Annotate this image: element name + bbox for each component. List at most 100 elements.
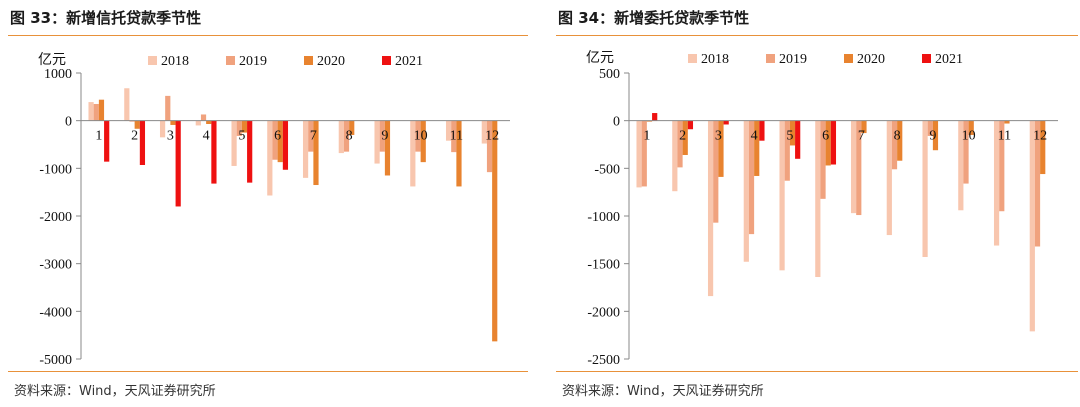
x-tick-label: 6 [274,129,281,144]
bar-2018-12 [1029,120,1035,332]
bar-2018-10 [958,120,964,211]
x-tick-label: 11 [998,129,1011,144]
bar-2020-11 [1004,120,1010,124]
title-divider [8,35,528,36]
legend-swatch-2021 [922,54,931,63]
y-tick-label: 0 [613,115,620,130]
bar-2018-8 [886,120,892,236]
source-note: 资料来源：Wind，天风证券研究所 [14,384,216,399]
bar-2020-11 [456,120,462,187]
bar-2018-11 [445,120,452,141]
bar-2018-3 [707,120,714,297]
bar-2018-1 [636,120,642,188]
x-tick-label: 8 [894,129,901,144]
bar-2021-4 [211,120,217,184]
bar-2019-6 [820,120,826,199]
bar-2020-7 [313,120,319,186]
bar-2020-10 [420,120,426,163]
bar-2021-4 [759,120,765,141]
bar-2019-11 [999,120,1005,212]
bar-2021-6 [282,120,289,170]
bar-2020-5 [789,120,796,146]
bar-2019-3 [165,95,171,121]
x-tick-label: 6 [822,129,829,144]
bar-2019-5 [784,120,790,181]
bar-2020-5 [241,120,248,133]
bar-2018-5 [231,120,237,166]
source-divider [556,371,1078,372]
bar-2019-12 [486,120,493,173]
bar-2021-1 [104,120,110,162]
bar-2018-7 [850,120,857,214]
bar-2018-11 [993,120,1000,246]
bar-2018-9 [374,120,380,164]
bar-2020-8 [897,120,903,161]
x-tick-label: 9 [381,129,388,144]
bar-2021-2 [687,120,694,130]
legend-label-2020: 2020 [317,54,345,69]
legend-swatch-2019 [766,54,775,63]
x-tick-label: 11 [450,129,463,144]
bar-2018-4 [743,120,749,262]
y-tick-label: -500 [594,162,620,177]
x-tick-label: 12 [1033,129,1047,144]
x-tick-label: 9 [929,129,936,144]
bar-2019-10 [963,120,969,184]
bar-2018-2 [672,120,678,192]
bar-2019-4 [200,114,207,121]
legend-label-2020: 2020 [857,52,885,67]
bar-2020-12 [492,120,498,342]
bar-2019-8 [891,120,898,170]
bar-2020-4 [206,120,212,125]
bar-2021-3 [175,120,181,207]
bar-2019-2 [677,120,683,168]
bar-2020-3 [718,120,724,177]
chart-title: 图 34：新增委托贷款季节性 [558,9,750,27]
bar-2020-9 [932,120,939,151]
x-tick-label: 2 [131,129,138,144]
bar-2018-6 [267,120,273,196]
bar-2021-2 [139,120,146,165]
legend-label-2021: 2021 [395,54,423,69]
bar-2019-10 [415,120,421,152]
source-note: 资料来源：Wind，天风证券研究所 [562,384,764,399]
legend-swatch-2020 [304,56,313,65]
bar-2018-4 [195,120,201,126]
legend-swatch-2019 [226,56,235,65]
figure-33-panel: 图 33：新增信托贷款季节性 亿元 1000 0 -1000 -2000 -3000 -40… [0,0,530,407]
bar-2018-5 [779,120,785,271]
x-tick-label: 7 [310,129,317,144]
y-tick-label: -4000 [39,305,72,320]
bar-2018-1 [88,102,94,121]
title-divider [556,35,1078,36]
bar-2019-6 [272,120,278,160]
y-tick-label: -3000 [39,258,72,273]
x-tick-label: 7 [858,129,865,144]
bar-2020-7 [861,120,867,134]
bar-2021-1 [652,113,658,121]
y-tick-label: -2000 [587,305,620,320]
bar-2020-3 [170,120,176,125]
x-tick-label: 1 [95,129,102,144]
y-tick-label: -1500 [587,258,620,273]
x-tick-label: 2 [679,129,686,144]
chart-title: 图 33：新增信托贷款季节性 [10,9,202,27]
bar-2018-12 [481,120,487,144]
x-tick-label: 10 [414,129,428,144]
bar-2018-10 [410,120,416,187]
y-tick-label: 1000 [44,67,72,82]
bar-2020-6 [825,120,831,166]
bar-2018-7 [302,120,309,178]
legend-swatch-2018 [148,56,157,65]
bar-2019-1 [641,120,647,187]
x-tick-label: 12 [485,129,499,144]
bar-2020-8 [349,120,355,135]
x-tick-label: 4 [203,129,210,144]
legend-label-2021: 2021 [935,52,963,67]
legend-swatch-2020 [844,54,853,63]
bar-2019-9 [927,120,933,136]
bar-2019-5 [236,120,242,136]
bar-2018-2 [124,88,130,121]
bar-2020-2 [134,120,140,129]
